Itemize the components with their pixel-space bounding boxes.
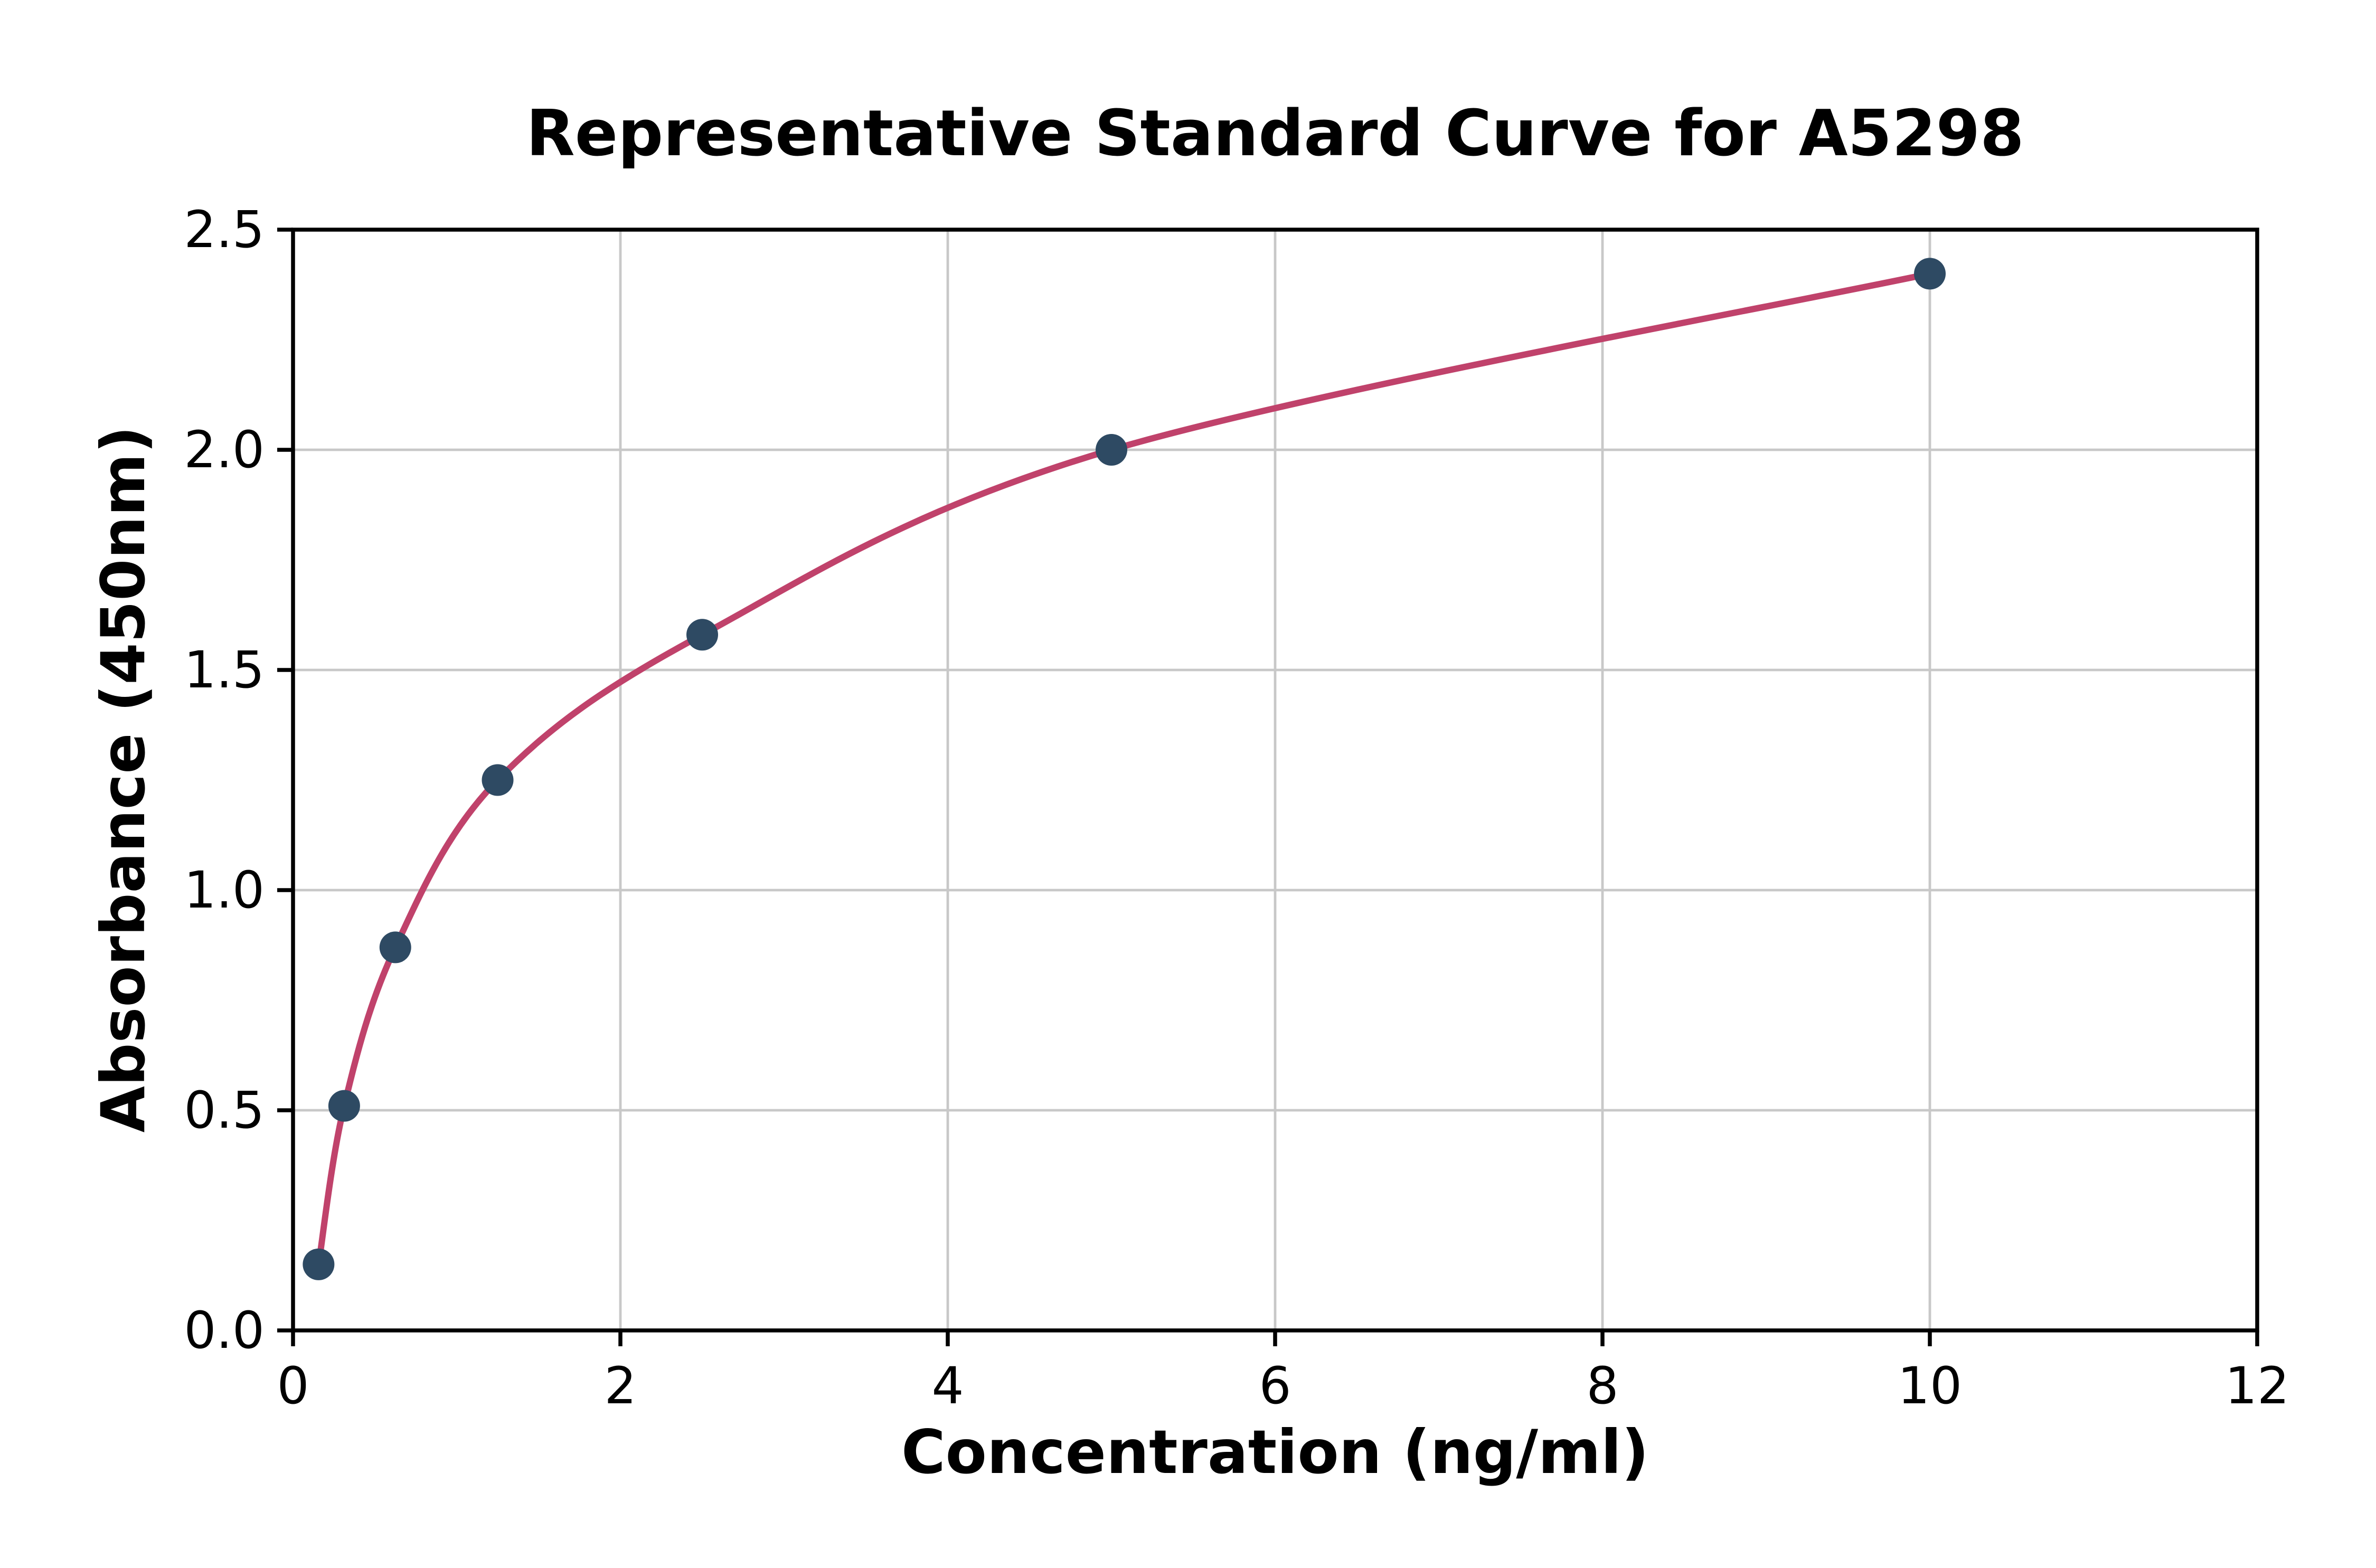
y-tick-label: 0.5 bbox=[184, 1081, 265, 1140]
data-point bbox=[379, 931, 411, 964]
x-tick-label: 8 bbox=[1586, 1356, 1618, 1415]
data-point bbox=[328, 1090, 360, 1122]
chart-title: Representative Standard Curve for A5298 bbox=[526, 97, 2024, 171]
y-axis-label: Absorbance (450nm) bbox=[88, 426, 158, 1133]
x-tick-label: 2 bbox=[604, 1356, 636, 1415]
x-tick-label: 0 bbox=[277, 1356, 309, 1415]
y-tick-label: 2.0 bbox=[184, 420, 265, 479]
x-tick-label: 10 bbox=[1898, 1356, 1962, 1415]
data-point bbox=[686, 619, 718, 651]
x-tick-label: 6 bbox=[1259, 1356, 1291, 1415]
y-tick-label: 0.0 bbox=[184, 1301, 265, 1360]
data-point bbox=[1914, 258, 1946, 290]
series-layer bbox=[303, 258, 1946, 1280]
data-point bbox=[1096, 434, 1127, 466]
x-tick-label: 4 bbox=[931, 1356, 964, 1415]
x-axis-label: Concentration (ng/ml) bbox=[901, 1417, 1649, 1487]
y-tick-label: 2.5 bbox=[184, 200, 265, 259]
y-tick-label: 1.0 bbox=[184, 861, 265, 920]
fit-curve bbox=[315, 270, 1933, 1268]
y-tick-label: 1.5 bbox=[184, 640, 265, 700]
ticks-layer: 0 2 4 6 8 10 12 0.0 0.5 1.0 1.5 2.0 2.5 bbox=[184, 200, 2289, 1415]
data-point bbox=[303, 1248, 335, 1280]
x-tick-label: 12 bbox=[2225, 1356, 2289, 1415]
grid-layer bbox=[291, 228, 2259, 1332]
data-point bbox=[482, 764, 514, 796]
